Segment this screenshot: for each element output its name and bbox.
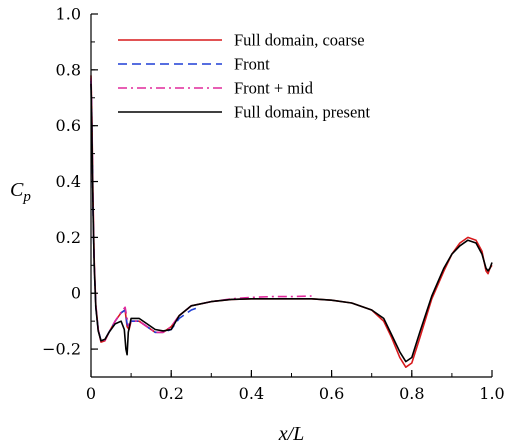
y-tick-label: 0.2 — [56, 228, 81, 247]
y-tick-label: 1.0 — [56, 5, 81, 24]
y-tick-label: 0 — [71, 284, 81, 303]
x-axis-title: x/L — [278, 423, 305, 445]
axes-layer: −0.2 0 0.2 0.4 0.6 0.8 1.0 0 0.2 0.4 0.6 0.8 1.0 — [42, 5, 505, 404]
y-tick-label: 0.4 — [56, 172, 81, 191]
legend: Full domain, coarse Front Front + mid Full … — [118, 31, 371, 122]
legend-label-4: Full domain, present — [234, 103, 371, 122]
x-tick-label: 1.0 — [479, 384, 504, 403]
y-axis-title: Cp — [10, 179, 31, 205]
legend-label-2: Front — [234, 55, 270, 74]
legend-label-1: Full domain, coarse — [234, 31, 365, 50]
y-tick-label: −0.2 — [42, 340, 81, 359]
x-tick-label: 0.2 — [158, 384, 183, 403]
x-tick-label: 0.8 — [399, 384, 424, 403]
x-tick-label: 0 — [86, 384, 96, 403]
series-line-2 — [90, 80, 200, 342]
x-tick-label: 0.4 — [239, 384, 264, 403]
series-line-4 — [90, 83, 493, 363]
x-tick-label: 0.6 — [319, 384, 344, 403]
y-tick-label: 0.6 — [56, 116, 81, 135]
legend-label-3: Front + mid — [234, 79, 314, 98]
y-tick-label: 0.8 — [56, 60, 81, 79]
